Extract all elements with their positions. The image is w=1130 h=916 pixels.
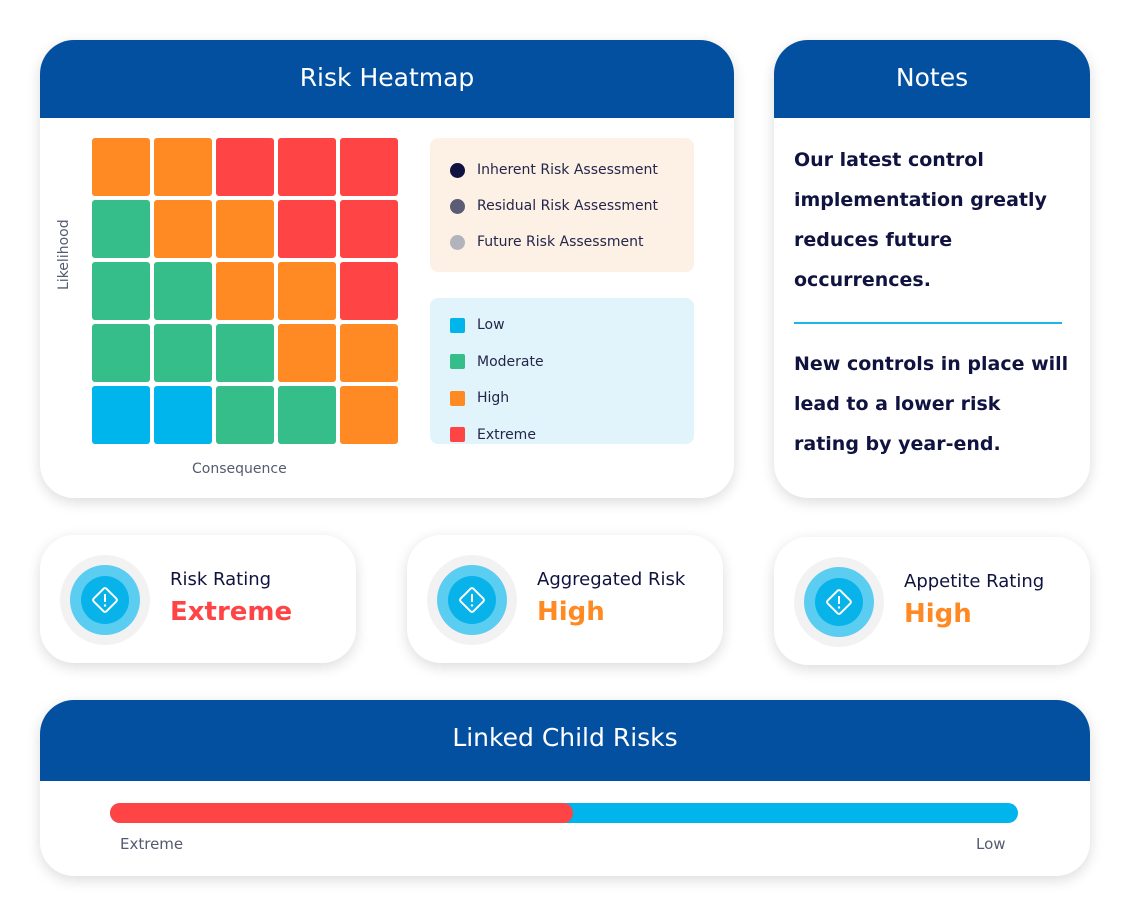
circle-icon: [450, 234, 465, 250]
heatmap-cell-moderate[interactable]: [154, 262, 212, 320]
square-icon: [450, 427, 465, 443]
stat-label: Risk Rating: [170, 569, 272, 590]
extreme-fill: [110, 803, 574, 823]
heatmap-cell-high[interactable]: [154, 138, 212, 196]
note-paragraph: Our latest control implementation greatl…: [794, 149, 1047, 291]
heatmap-title: Risk Heatmap: [40, 40, 734, 118]
heatmap-cell-moderate[interactable]: [92, 200, 150, 258]
heatmap-cell-moderate[interactable]: [154, 324, 212, 382]
warning-icon: [60, 555, 150, 645]
assessment-legend: Inherent Risk Assessment Residual Risk As…: [430, 138, 694, 272]
heatmap-cell-extreme[interactable]: [340, 200, 398, 258]
heatmap-cell-high[interactable]: [216, 262, 274, 320]
heatmap-cell-moderate[interactable]: [216, 386, 274, 444]
heatmap-cell-extreme[interactable]: [278, 138, 336, 196]
stat-card: Appetite Rating High: [774, 537, 1090, 665]
notes-divider: [794, 322, 1062, 324]
heatmap-cell-high[interactable]: [278, 262, 336, 320]
heatmap-cell-moderate[interactable]: [92, 324, 150, 382]
square-icon: [450, 317, 465, 333]
notes-title: Notes: [774, 40, 1090, 118]
heatmap-cell-low[interactable]: [154, 386, 212, 444]
bar-right-label: Low: [976, 835, 1006, 853]
heatmap-cell-extreme[interactable]: [216, 138, 274, 196]
legend-item: Future Risk Assessment: [450, 224, 694, 260]
x-axis-label: Consequence: [192, 461, 287, 477]
heatmap-cell-extreme[interactable]: [340, 262, 398, 320]
heatmap-cell-high[interactable]: [340, 386, 398, 444]
legend-item: Moderate: [450, 344, 694, 381]
legend-item: High: [450, 380, 694, 417]
notes-card: Notes Our latest control implementation …: [774, 40, 1090, 498]
legend-label: Low: [477, 317, 505, 334]
heatmap-cell-moderate[interactable]: [278, 386, 336, 444]
stat-label: Appetite Rating: [904, 571, 1045, 592]
warning-icon: [794, 557, 884, 647]
legend-label: Future Risk Assessment: [477, 234, 644, 250]
heatmap-cell-low[interactable]: [92, 386, 150, 444]
heatmap-cell-high[interactable]: [92, 138, 150, 196]
heatmap-cell-extreme[interactable]: [340, 138, 398, 196]
circle-icon: [450, 162, 465, 178]
heatmap-cell-high[interactable]: [278, 324, 336, 382]
legend-label: Extreme: [477, 426, 536, 443]
linked-child-risks-card: Linked Child Risks Extreme Low: [40, 700, 1090, 876]
legend-label: Residual Risk Assessment: [477, 198, 659, 214]
heatmap-grid: [92, 138, 398, 444]
heatmap-cell-high[interactable]: [154, 200, 212, 258]
legend-item: Residual Risk Assessment: [450, 188, 694, 224]
stat-label: Aggregated Risk: [537, 569, 686, 590]
square-icon: [450, 390, 465, 406]
legend-item: Low: [450, 307, 694, 344]
risk-heatmap-card: Risk Heatmap Likelihood Consequence Inhe…: [40, 40, 734, 498]
stat-card: Risk Rating Extreme: [40, 535, 356, 663]
legend-item: Extreme: [450, 417, 694, 454]
heatmap-cell-moderate[interactable]: [216, 324, 274, 382]
legend-label: High: [477, 390, 510, 407]
risk-distribution-bar: [110, 803, 1018, 823]
heatmap-cell-high[interactable]: [340, 324, 398, 382]
square-icon: [450, 354, 465, 370]
level-legend: Low Moderate High Extreme: [430, 298, 694, 444]
heatmap-cell-extreme[interactable]: [278, 200, 336, 258]
circle-icon: [450, 198, 465, 214]
stat-card: Aggregated Risk High: [407, 535, 723, 663]
stat-value: High: [904, 599, 972, 629]
bar-left-label: Extreme: [120, 835, 184, 853]
legend-label: Moderate: [477, 353, 544, 370]
warning-icon: [427, 555, 517, 645]
heatmap-cell-moderate[interactable]: [92, 262, 150, 320]
y-axis-label: Likelihood: [56, 219, 72, 290]
heatmap-cell-high[interactable]: [216, 200, 274, 258]
stat-value: Extreme: [170, 597, 293, 627]
legend-item: Inherent Risk Assessment: [450, 152, 694, 188]
note-paragraph: New controls in place will lead to a low…: [794, 353, 1069, 455]
legend-label: Inherent Risk Assessment: [477, 162, 658, 178]
stat-value: High: [537, 597, 605, 627]
linked-title: Linked Child Risks: [40, 700, 1090, 781]
